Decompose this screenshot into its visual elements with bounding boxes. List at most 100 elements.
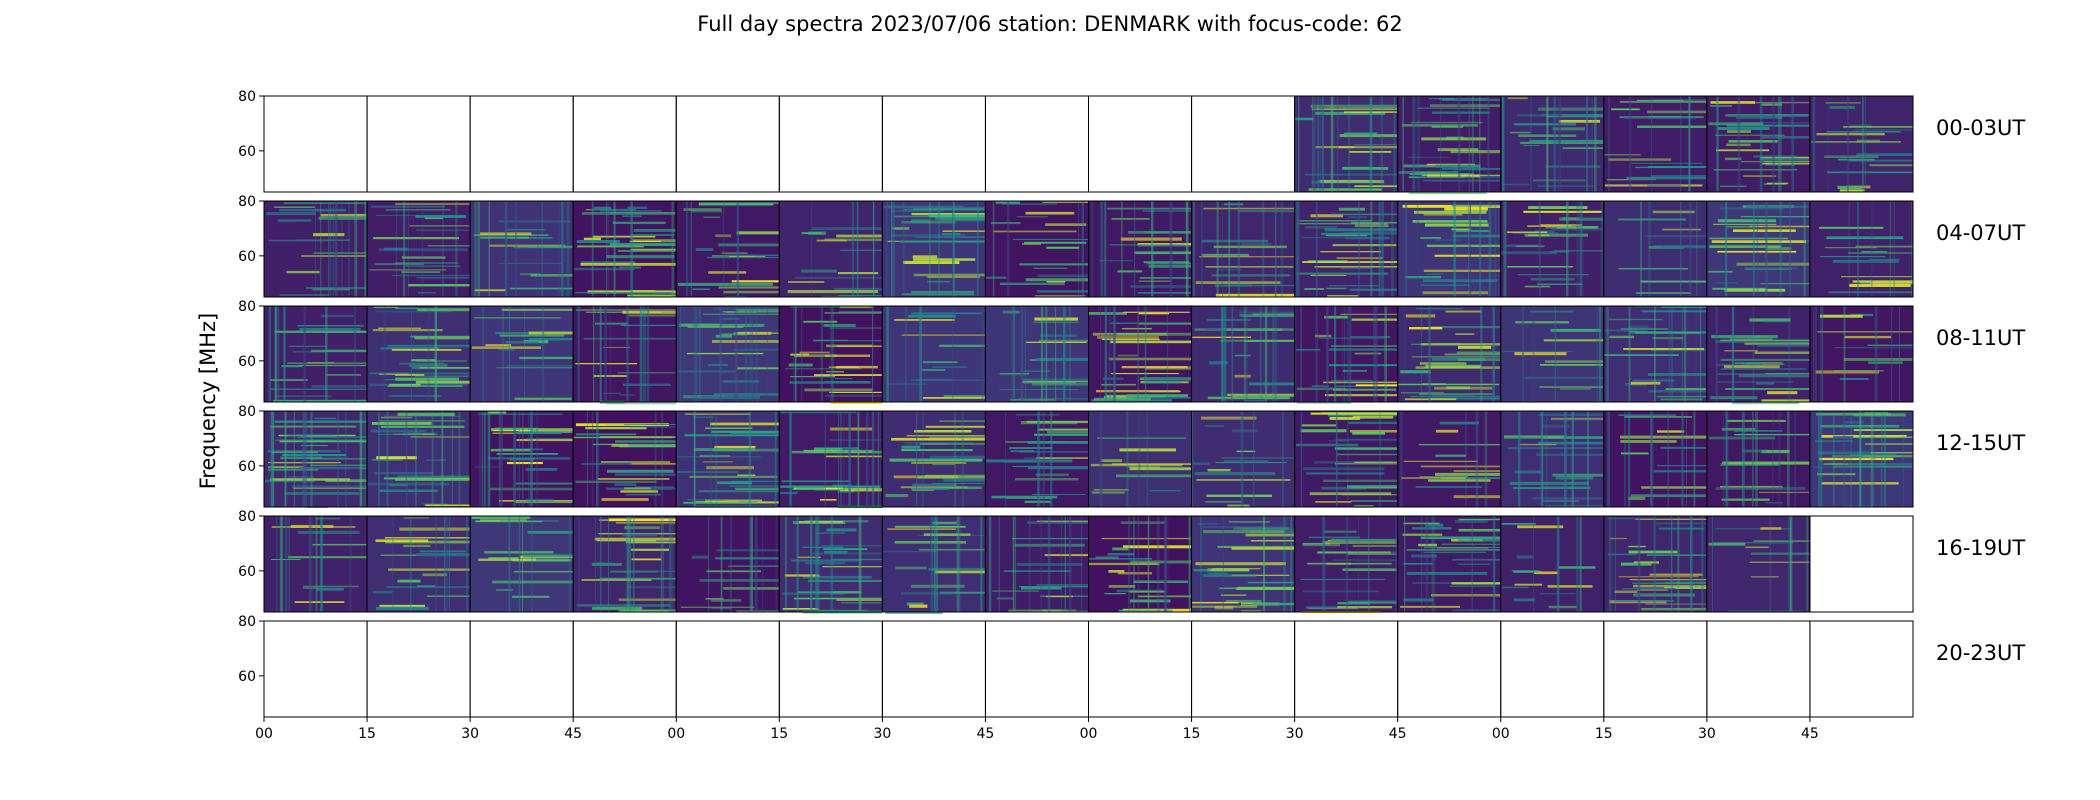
spectrum-panel — [573, 516, 677, 613]
spectrum-panel — [1706, 411, 1810, 507]
spectrum-panel — [1397, 306, 1501, 402]
panel-frame — [469, 620, 574, 718]
x-tick-label: 00 — [667, 726, 685, 742]
x-tick-label: 30 — [1286, 726, 1304, 742]
x-tick-label: 15 — [770, 726, 788, 742]
spectrum-panel — [1294, 411, 1398, 508]
spectrum-panel — [1706, 306, 1810, 405]
spectra-row: 60 80 00-03UT — [238, 89, 2025, 195]
spectrum-panel — [1500, 516, 1604, 612]
spectrum-panel — [1603, 306, 1707, 402]
spectrum-panel — [1397, 96, 1501, 195]
spectrum-panel — [264, 306, 368, 403]
panel-frame — [1809, 620, 1914, 718]
spectrum-panel — [1294, 306, 1398, 404]
spectrum-panel — [1397, 411, 1501, 507]
panel-frame — [778, 620, 883, 718]
panel-frame — [1603, 620, 1708, 718]
spectrum-panel — [779, 201, 883, 297]
x-tick-label: 30 — [461, 726, 479, 742]
panel-frame — [1809, 200, 1914, 298]
x-tick-label: 15 — [358, 726, 376, 742]
panel-frame — [1809, 95, 1914, 193]
row-time-label: 20-23UT — [1936, 641, 2025, 665]
spectra-row: 60 80 08-11UT — [238, 299, 2025, 405]
spectrum-panel — [882, 411, 986, 507]
spectrum-panel — [1397, 201, 1501, 297]
spectrum-panel — [367, 201, 471, 297]
panel-frame — [1294, 620, 1399, 718]
row-time-label: 08-11UT — [1936, 326, 2025, 350]
panel-frame — [881, 95, 986, 193]
panel-frame — [366, 95, 471, 193]
panel-frame — [1397, 620, 1502, 718]
spectrum-panel — [1809, 411, 1913, 508]
row-time-label: 16-19UT — [1936, 536, 2025, 560]
spectrum-panel — [1603, 201, 1707, 297]
spectrum-panel — [1088, 306, 1192, 402]
panel-frame — [1809, 515, 1914, 613]
spectrum-panel — [264, 201, 368, 297]
spectrum-panel — [367, 411, 471, 507]
spectra-row: 60 80 12-15UT — [238, 404, 2025, 509]
spectrum-panel — [1294, 516, 1398, 614]
row-time-label: 00-03UT — [1936, 116, 2025, 140]
x-tick-label: 15 — [1183, 726, 1201, 742]
spectrum-panel — [470, 411, 574, 507]
spectrum-panel — [1706, 96, 1810, 192]
panel-frame — [984, 95, 1089, 193]
y-tick-label: 60 — [238, 459, 256, 475]
spectra-row: 60 80 20-23UT — [238, 614, 2025, 718]
spectrum-panel — [1603, 411, 1707, 507]
y-tick-label: 60 — [238, 564, 256, 580]
panel-frame — [1500, 620, 1605, 718]
row-time-label: 04-07UT — [1936, 221, 2025, 245]
spectrum-panel — [985, 411, 1089, 508]
x-tick-label: 15 — [1595, 726, 1613, 742]
row-time-label: 12-15UT — [1936, 431, 2025, 455]
y-tick-label: 80 — [238, 194, 256, 210]
x-tick-label: 30 — [1698, 726, 1716, 742]
panel-frame — [778, 95, 883, 193]
spectrum-panel — [1191, 516, 1295, 612]
spectrum-panel — [1191, 306, 1295, 403]
spectrum-panel — [985, 306, 1089, 402]
y-tick-label: 80 — [238, 509, 256, 525]
spectrum-panel — [573, 411, 677, 507]
spectrum-panel — [573, 201, 677, 298]
panel-frame — [1809, 410, 1914, 508]
spectrum-panel — [1809, 201, 1913, 297]
panel-frame — [881, 620, 986, 718]
panel-frame — [984, 620, 1089, 718]
spectrum-panel — [1191, 411, 1295, 508]
panel-frame — [572, 620, 677, 718]
x-tick-label: 00 — [1080, 726, 1098, 742]
chart-title: Full day spectra 2023/07/06 station: DEN… — [697, 12, 1403, 36]
spectrum-panel — [264, 516, 368, 612]
spectrum-panel — [676, 306, 780, 402]
spectrum-panel — [985, 516, 1089, 613]
y-tick-label: 60 — [238, 669, 256, 685]
x-tick-label: 45 — [977, 726, 995, 742]
spectrum-panel — [676, 411, 780, 508]
spectrum-panel — [1603, 96, 1707, 192]
spectrum-panel — [1706, 201, 1810, 297]
spectrum-panel — [676, 516, 780, 612]
panel-frame — [1088, 620, 1193, 718]
spectrum-panel — [1294, 96, 1398, 192]
spectrum-panel — [573, 306, 677, 405]
y-tick-label: 80 — [238, 89, 256, 105]
spectrum-panel — [779, 516, 883, 614]
x-tick-label: 45 — [1389, 726, 1407, 742]
spectrum-panel — [1088, 411, 1192, 507]
panel-frame — [1088, 95, 1193, 193]
spectrum-panel — [676, 201, 780, 298]
spectrum-panel — [1397, 516, 1501, 612]
spectrum-panel — [1809, 96, 1913, 192]
spectrum-panel — [1088, 201, 1192, 297]
spectrum-panel — [882, 516, 986, 614]
spectra-row: 60 80 16-19UT — [238, 509, 2025, 614]
spectrum-panel — [1603, 516, 1707, 612]
spectrum-panel — [985, 201, 1089, 297]
spectrum-panel — [779, 306, 883, 405]
